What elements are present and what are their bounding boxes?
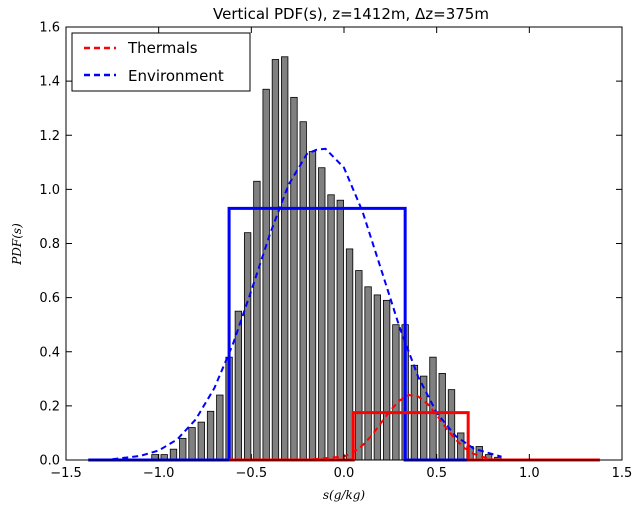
y-tick-label: 0.6 [39, 291, 60, 306]
chart-title: Vertical PDF(s), z=1412m, Δz=375m [213, 5, 489, 23]
histogram-bar [179, 437, 187, 461]
thermals-line [232, 394, 493, 461]
x-tick-label: −1.5 [50, 466, 82, 481]
x-tick-label: −1.0 [143, 466, 175, 481]
x-tick-label: 1.0 [519, 466, 540, 481]
y-tick-label: 0.2 [39, 399, 60, 414]
histogram-bar [364, 286, 372, 461]
histogram-bar [429, 356, 437, 461]
histogram-bar [457, 432, 465, 461]
histogram-bar [308, 151, 317, 461]
x-tick-label: −0.5 [236, 466, 268, 481]
histogram-bar [253, 180, 261, 461]
y-tick-label: 1.4 [39, 75, 60, 90]
x-tick-label: 0.0 [334, 466, 355, 481]
histogram-bar [271, 59, 280, 461]
histogram-bar [373, 294, 382, 461]
histogram-bar [438, 372, 446, 461]
plot-area [66, 27, 622, 460]
histogram-bar [299, 121, 307, 461]
histogram-bar [318, 167, 326, 461]
y-axis-label: PDF(s) [10, 223, 24, 266]
legend-box [71, 32, 251, 92]
y-axis-ticks: 0.0 0.2 0.4 0.6 0.8 1.0 1.2 1.4 1.6 [39, 21, 622, 469]
legend-label-thermals: Thermals [127, 39, 198, 57]
environment-line [112, 147, 502, 461]
histogram-bar [392, 324, 400, 461]
x-axis-label: s(g/kg) [323, 488, 366, 502]
x-axis-ticks: −1.5 −1.0 −0.5 0.0 0.5 1.0 1.5 [50, 27, 632, 481]
histogram-bar [206, 410, 215, 461]
legend-label-environment: Environment [128, 67, 224, 85]
histogram-bar [169, 448, 178, 461]
y-tick-label: 1.6 [39, 21, 60, 36]
y-tick-label: 0.8 [39, 237, 60, 252]
histogram-bar [262, 88, 270, 461]
histogram-bar [447, 389, 456, 461]
x-tick-label: 0.5 [426, 466, 447, 481]
y-tick-label: 1.2 [39, 129, 60, 144]
histogram-bar [382, 299, 391, 461]
histogram-bar [475, 446, 483, 461]
histogram-bar [243, 232, 252, 461]
y-tick-label: 0.0 [39, 454, 60, 469]
histogram-bar [188, 427, 196, 461]
histogram-bar [216, 394, 224, 461]
histogram-bar [336, 199, 344, 461]
histogram-bar [281, 56, 289, 461]
histogram-bar [355, 270, 363, 461]
y-tick-label: 1.0 [39, 183, 60, 198]
histogram-bar [197, 421, 205, 461]
legend: Thermals Environment [71, 32, 251, 92]
histogram-bar [420, 375, 428, 461]
histogram-bar [290, 96, 298, 461]
x-tick-label: 1.5 [612, 466, 633, 481]
histogram-bar [327, 194, 335, 461]
y-tick-label: 0.4 [39, 345, 60, 360]
